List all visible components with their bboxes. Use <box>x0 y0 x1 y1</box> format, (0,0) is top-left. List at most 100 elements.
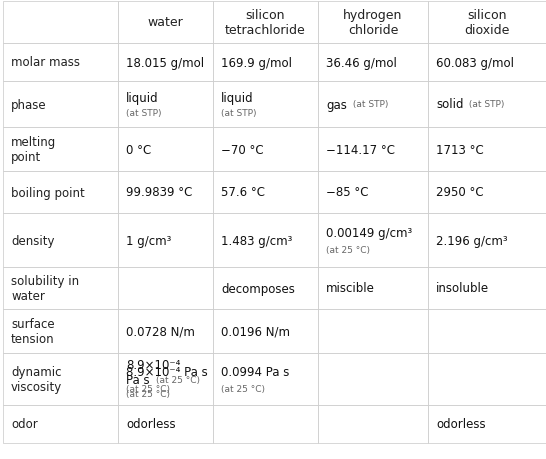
Bar <box>118 268 213 309</box>
Text: (at 25 °C): (at 25 °C) <box>156 375 200 384</box>
Bar <box>428 44 546 82</box>
Bar <box>118 82 213 128</box>
Text: 0.0994 Pa s: 0.0994 Pa s <box>221 365 289 378</box>
Bar <box>213 353 318 405</box>
Text: (at 25 °C): (at 25 °C) <box>126 389 170 398</box>
Text: 99.9839 °C: 99.9839 °C <box>126 186 192 199</box>
Text: molar mass: molar mass <box>11 56 80 69</box>
Bar <box>118 405 213 443</box>
Bar <box>318 82 428 128</box>
Bar <box>428 2 546 44</box>
Text: solid: solid <box>436 98 464 111</box>
Bar <box>3 82 118 128</box>
Bar <box>118 172 213 213</box>
Text: odorless: odorless <box>126 418 176 431</box>
Bar <box>213 2 318 44</box>
Bar <box>428 172 546 213</box>
Bar <box>3 268 118 309</box>
Bar <box>318 353 428 405</box>
Text: 2950 °C: 2950 °C <box>436 186 484 199</box>
Bar <box>428 128 546 172</box>
Text: 169.9 g/mol: 169.9 g/mol <box>221 56 292 69</box>
Text: dynamic
viscosity: dynamic viscosity <box>11 365 62 393</box>
Text: 60.083 g/mol: 60.083 g/mol <box>436 56 514 69</box>
Text: 1713 °C: 1713 °C <box>436 143 484 156</box>
Bar <box>213 268 318 309</box>
Bar <box>428 82 546 128</box>
Bar <box>213 82 318 128</box>
Text: 1 g/cm³: 1 g/cm³ <box>126 234 171 247</box>
Bar <box>318 128 428 172</box>
Text: insoluble: insoluble <box>436 282 489 295</box>
Text: 36.46 g/mol: 36.46 g/mol <box>326 56 397 69</box>
Bar <box>318 172 428 213</box>
Text: melting
point: melting point <box>11 136 56 164</box>
Text: 0 °C: 0 °C <box>126 143 151 156</box>
Bar <box>213 128 318 172</box>
Text: 0.0196 N/m: 0.0196 N/m <box>221 325 290 338</box>
Bar <box>3 353 118 405</box>
Text: hydrogen
chloride: hydrogen chloride <box>343 9 403 37</box>
Text: (at STP): (at STP) <box>466 100 505 109</box>
Text: Pa s: Pa s <box>126 373 150 386</box>
Text: 1.483 g/cm³: 1.483 g/cm³ <box>221 234 292 247</box>
Bar <box>318 44 428 82</box>
Text: −70 °C: −70 °C <box>221 143 264 156</box>
Bar <box>118 128 213 172</box>
Text: (at STP): (at STP) <box>221 109 257 118</box>
Text: solubility in
water: solubility in water <box>11 274 79 302</box>
Text: silicon
dioxide: silicon dioxide <box>464 9 509 37</box>
Bar <box>318 2 428 44</box>
Bar <box>3 128 118 172</box>
Text: liquid: liquid <box>221 92 254 105</box>
Bar <box>3 213 118 268</box>
Bar <box>3 405 118 443</box>
Text: 2.196 g/cm³: 2.196 g/cm³ <box>436 234 508 247</box>
Text: (at 25 °C): (at 25 °C) <box>326 246 370 254</box>
Bar <box>3 2 118 44</box>
Bar <box>428 268 546 309</box>
Bar <box>213 213 318 268</box>
Bar <box>3 172 118 213</box>
Text: 0.0728 N/m: 0.0728 N/m <box>126 325 195 338</box>
Bar <box>118 354 212 405</box>
Text: (at STP): (at STP) <box>126 109 162 118</box>
Bar <box>213 309 318 353</box>
Bar <box>318 309 428 353</box>
Bar <box>318 268 428 309</box>
Text: silicon
tetrachloride: silicon tetrachloride <box>225 9 306 37</box>
Text: odorless: odorless <box>436 418 485 431</box>
Bar <box>3 44 118 82</box>
Bar <box>213 172 318 213</box>
Bar <box>213 405 318 443</box>
Text: 57.6 °C: 57.6 °C <box>221 186 265 199</box>
Bar <box>428 405 546 443</box>
Text: surface
tension: surface tension <box>11 317 55 345</box>
Bar <box>318 405 428 443</box>
Bar <box>118 213 213 268</box>
Text: phase: phase <box>11 98 46 111</box>
Text: boiling point: boiling point <box>11 186 85 199</box>
Bar <box>318 213 428 268</box>
Text: −85 °C: −85 °C <box>326 186 369 199</box>
Bar <box>118 44 213 82</box>
Bar <box>213 44 318 82</box>
Bar <box>428 353 546 405</box>
Text: gas: gas <box>326 98 347 111</box>
Text: odor: odor <box>11 418 38 431</box>
Text: 18.015 g/mol: 18.015 g/mol <box>126 56 204 69</box>
Text: 0.00149 g/cm³: 0.00149 g/cm³ <box>326 226 412 240</box>
Text: liquid: liquid <box>126 92 159 105</box>
Text: (at 25 °C): (at 25 °C) <box>126 384 170 393</box>
Text: density: density <box>11 234 55 247</box>
Bar <box>428 309 546 353</box>
Bar <box>3 309 118 353</box>
Text: water: water <box>147 17 183 29</box>
Text: −114.17 °C: −114.17 °C <box>326 143 395 156</box>
Text: decomposes: decomposes <box>221 282 295 295</box>
Text: 8.9×10⁻⁴: 8.9×10⁻⁴ <box>126 358 180 371</box>
Text: 8.9×10⁻⁴ Pa s: 8.9×10⁻⁴ Pa s <box>126 365 207 378</box>
Bar <box>428 213 546 268</box>
Bar <box>118 353 213 405</box>
Text: miscible: miscible <box>326 282 375 295</box>
